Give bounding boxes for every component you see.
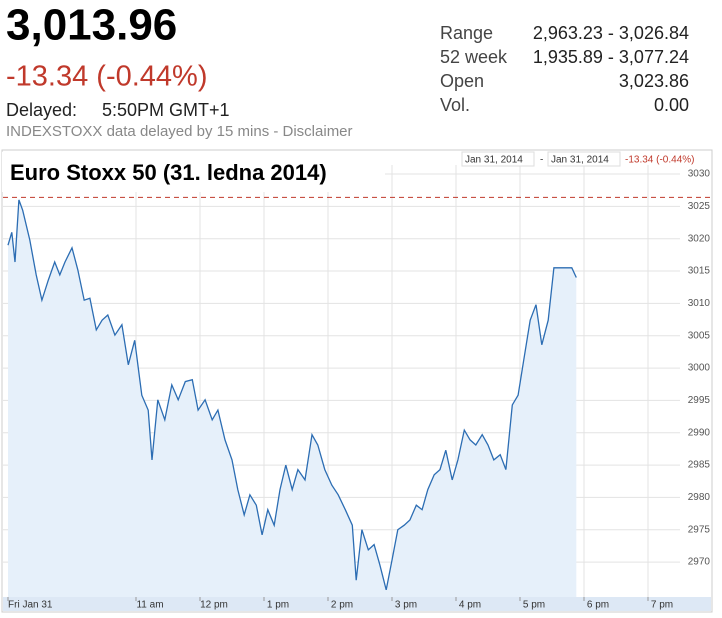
plot: 2970 2975 2980 2985 2990 2995 3000 3005 3010 3015…	[3, 165, 711, 611]
area-fill	[8, 199, 577, 597]
x-tick-label: Fri Jan 31	[8, 600, 53, 611]
range-from: Jan 31, 2014	[465, 155, 523, 166]
chart-title: Euro Stoxx 50 (31. ledna 2014)	[10, 160, 327, 185]
range-change: -13.34 (-0.44%)	[625, 155, 694, 166]
price-change: -13.34 (-0.44%)	[6, 61, 208, 93]
stat-label: Open	[440, 71, 484, 91]
price-line	[7, 199, 577, 591]
y-tick-label: 2990	[688, 427, 711, 438]
y-tick-label: 3015	[688, 266, 711, 277]
x-tick-label: 7 pm	[651, 600, 673, 611]
delay-notice: INDEXSTOXX data delayed by 15 mins - Dis…	[6, 123, 353, 140]
y-tick-label: 3005	[688, 330, 711, 341]
stat-value: 1,935.89 - 3,077.24	[533, 47, 689, 67]
range-box	[547, 151, 621, 167]
x-tick-label: 6 pm	[587, 600, 609, 611]
stat-value: 3,023.86	[619, 71, 689, 91]
y-tick-label: 3025	[688, 201, 711, 212]
x-axis-band	[3, 597, 711, 611]
range-box	[461, 151, 535, 167]
y-tick-label: 3000	[688, 363, 711, 374]
x-tick-label: 12 pm	[200, 600, 228, 611]
stat-value: 0.00	[654, 95, 689, 115]
x-tick-label: 5 pm	[523, 600, 545, 611]
delayed-time: 5:50PM GMT+1	[102, 100, 230, 120]
y-tick-label: 2980	[688, 492, 711, 503]
y-tick-label: 2975	[688, 524, 711, 535]
range-separator: -	[540, 155, 543, 166]
title-background	[2, 152, 385, 192]
y-tick-label: 3010	[688, 298, 711, 309]
y-tick-label: 2985	[688, 460, 711, 471]
y-tick-label: 2970	[688, 557, 711, 568]
range-to: Jan 31, 2014	[551, 155, 609, 166]
price: 3,013.96	[6, 1, 177, 50]
stats-table: Range 2,963.23 - 3,026.84 52 week 1,935.89 …	[440, 23, 689, 115]
y-tick-label: 2995	[688, 395, 711, 406]
delayed-label: Delayed:	[6, 100, 77, 120]
x-tick-label: 3 pm	[395, 600, 417, 611]
stat-label: Vol.	[440, 95, 470, 115]
stat-value: 2,963.23 - 3,026.84	[533, 23, 689, 43]
x-tick-label: 4 pm	[459, 600, 481, 611]
x-tick-label: 2 pm	[331, 600, 353, 611]
y-tick-label: 3030	[688, 169, 711, 180]
y-tick-label: 3020	[688, 233, 711, 244]
stat-label: Range	[440, 23, 493, 43]
x-tick-label: 1 pm	[267, 600, 289, 611]
x-tick-label: 11 am	[136, 600, 163, 611]
stat-label: 52 week	[440, 47, 508, 67]
